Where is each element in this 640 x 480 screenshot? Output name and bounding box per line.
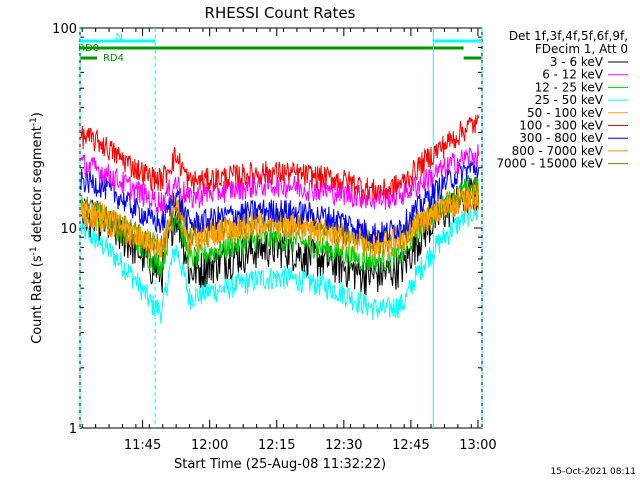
legend-label-2: 12 - 25 keV — [535, 80, 604, 94]
x-tick-label-3: 12:30 — [325, 438, 362, 453]
y-tick-label-1: 10 — [60, 222, 77, 237]
series-line-4 — [80, 183, 480, 259]
timestamp: 15-Oct-2021 08:11 — [551, 467, 636, 477]
legend-label-1: 6 - 12 keV — [542, 68, 604, 82]
x-tick-label-4: 12:45 — [392, 438, 429, 453]
y-tick-label-0: 1 — [69, 422, 77, 437]
legend-label-7: 800 - 7000 keV — [512, 144, 604, 158]
attenuator-bars: RD0 RD4 N — [78, 32, 482, 64]
legend-label-0: 3 - 6 keV — [550, 55, 604, 69]
axis-ticks: 1 10 100 11:45 12:00 12:15 12:30 12:45 13:00 — [52, 22, 497, 453]
attenuator-bar-label-1: RD4 — [103, 53, 124, 64]
chart-title: RHESSI Count Rates — [205, 4, 356, 22]
x-tick-label-0: 11:45 — [124, 438, 161, 453]
x-tick-label-5: 13:00 — [459, 438, 496, 453]
series-line-6 — [80, 160, 480, 245]
x-tick-label-1: 12:00 — [191, 438, 228, 453]
series-line-2 — [80, 173, 480, 278]
legend-label-4: 50 - 100 keV — [527, 106, 604, 120]
legend: Det 1f,3f,4f,5f,6f,9f,FDecim 1, Att 03 -… — [496, 29, 628, 171]
legend-label-3: 25 - 50 keV — [535, 93, 604, 107]
y-axis-label: Count Rate (s-1 detector segment-1) — [29, 112, 45, 344]
x-axis-label: Start Time (25-Aug-08 11:32:22) — [174, 457, 386, 472]
legend-label-6: 300 - 800 keV — [519, 131, 603, 145]
legend-label-8: 7000 - 15000 keV — [496, 157, 603, 171]
series-line-1 — [80, 144, 480, 214]
series-line-3 — [80, 201, 479, 324]
legend-header-1: FDecim 1, Att 0 — [535, 42, 628, 56]
legend-header-0: Det 1f,3f,4f,5f,6f,9f, — [509, 29, 628, 43]
attenuator-bar-label-3: N — [116, 32, 123, 43]
x-tick-label-2: 12:15 — [258, 438, 295, 453]
series-lines — [80, 114, 480, 324]
series-line-5 — [80, 114, 480, 201]
y-tick-label-2: 100 — [52, 22, 77, 37]
legend-label-5: 100 - 300 keV — [519, 119, 603, 133]
attenuator-bar-label-0: RD0 — [78, 43, 99, 54]
